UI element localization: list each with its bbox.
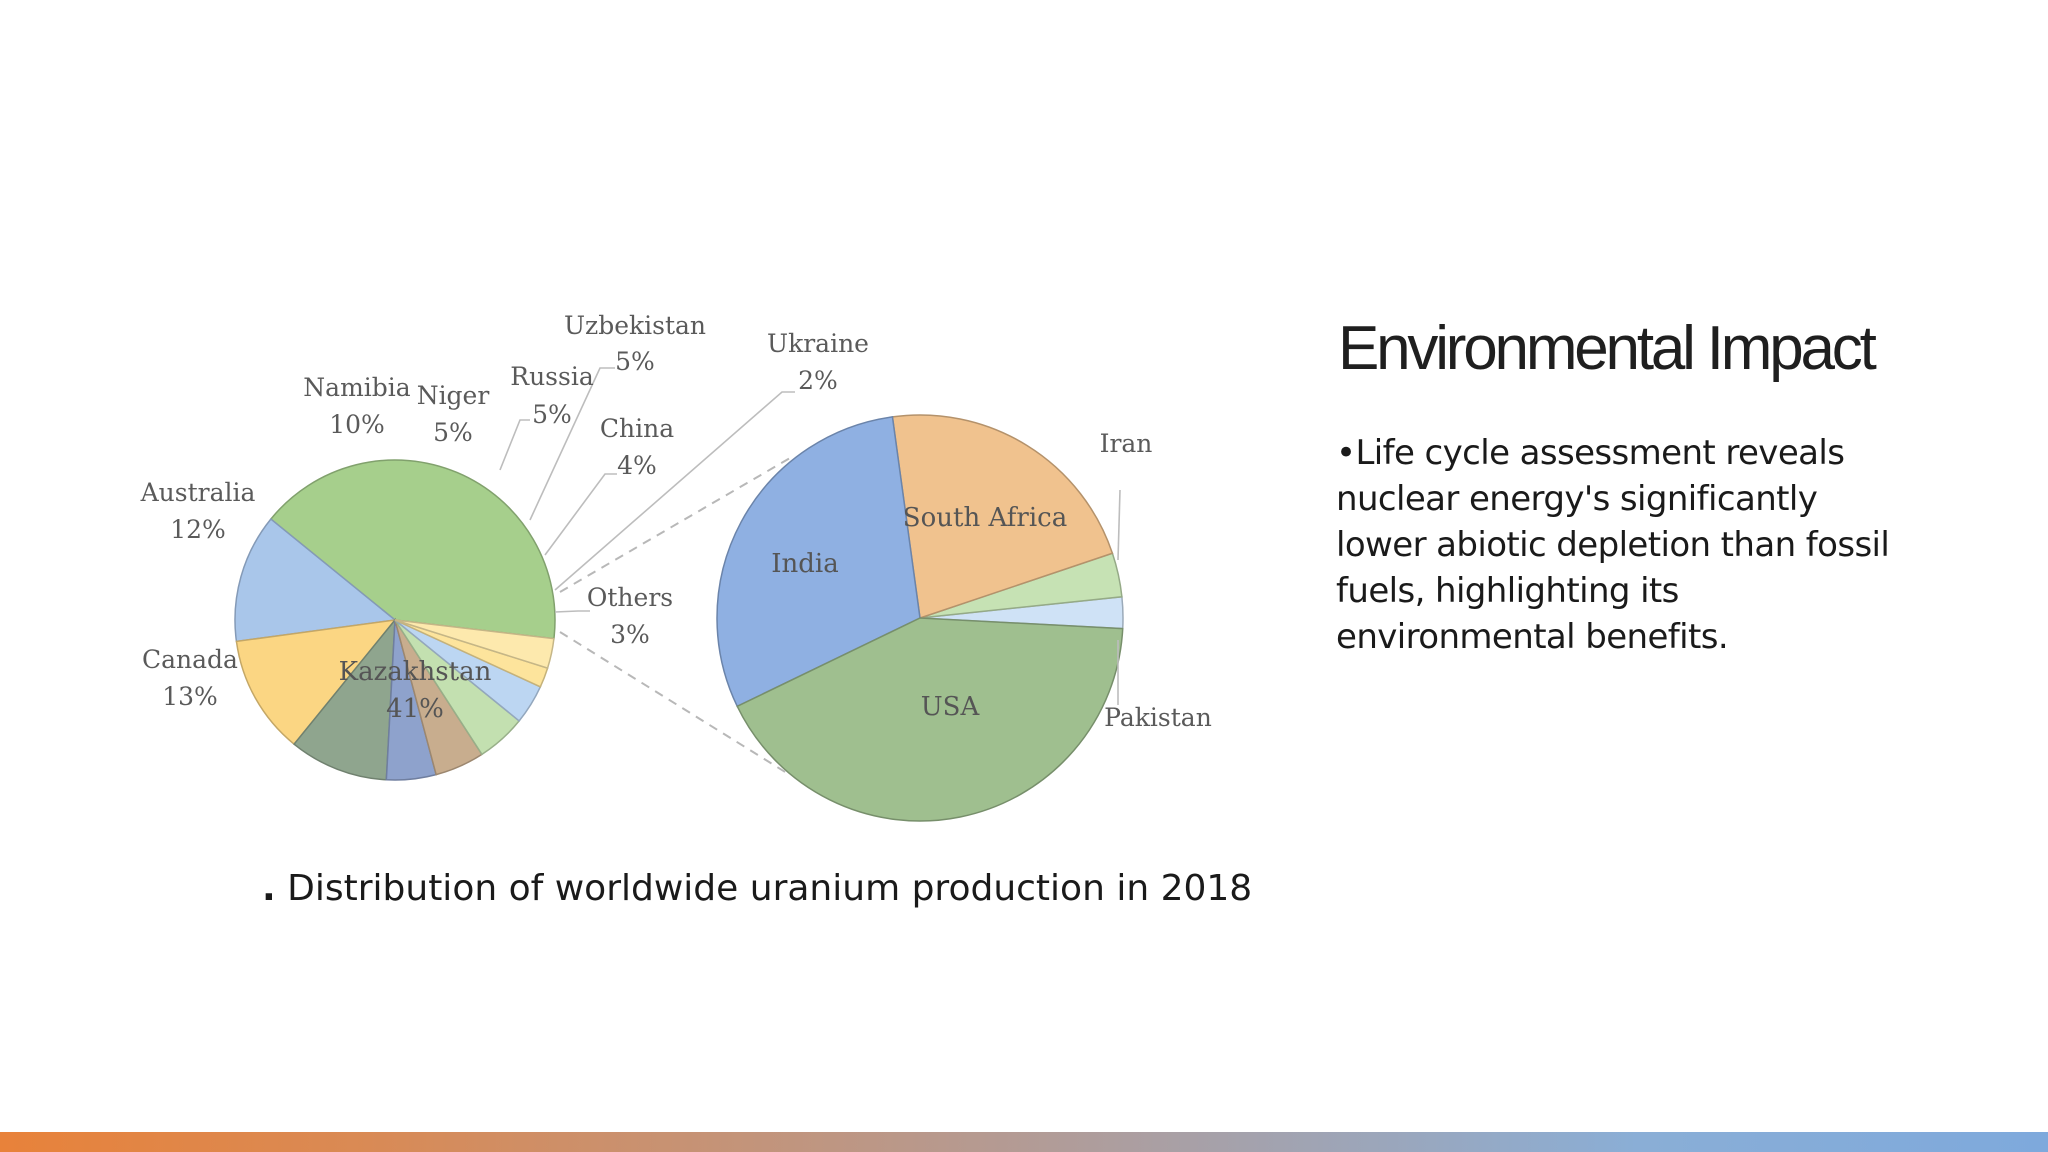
pie2-slice-usa [736,617,1124,822]
pie1-value-china: 4% [617,451,657,480]
pie1-value-australia: 12% [170,515,226,544]
pie-connector-lines [559,457,791,776]
world-production-pie [234,459,556,781]
connector-line-2 [559,631,791,776]
pie1-label-australia: Australia [140,478,256,507]
pie1-labels: Kazakhstan 41% Canada 13% Australia 12% Namibi… [140,311,869,724]
pie1-label-others: Others [587,583,673,612]
pie1-label-ukraine: Ukraine [767,329,869,358]
pie2-slice-india [716,416,921,708]
pie2-slice-south-africa [891,414,1114,619]
slide-title: Environmental Impact [1338,314,1877,383]
pie2-labels: USA India South Africa Iran Pakistan [771,429,1212,732]
pie2-label-iran: Iran [1100,429,1153,458]
pie1-label-canada: Canada [142,645,238,674]
slide-body-text: •Life cycle assessment reveals nuclear e… [1336,433,1890,657]
pie1-slice-others [394,619,555,670]
pie1-label-china: China [600,414,674,443]
pie1-slice-canada [234,518,397,643]
pie1-label-niger: Niger [417,381,490,410]
others-breakdown-pie [716,414,1124,822]
pie2-label-south-africa: South Africa [903,503,1067,533]
pie1-label-russia: Russia [510,362,594,391]
caption-text: Distribution of worldwide uranium produc… [275,868,1253,909]
pie2-leader-iran [1117,489,1121,561]
pie1-label-kazakhstan: Kazakhstan [339,657,492,687]
pie1-value-uzbekistan: 5% [615,347,655,376]
pie1-leader-lines [499,367,795,613]
pie2-label-usa: USA [921,692,981,722]
pie1-value-niger: 5% [433,418,473,447]
pie1-value-russia: 5% [532,400,572,429]
pie1-value-kazakhstan: 41% [386,694,444,724]
pie1-value-namibia: 10% [329,410,385,439]
pie1-leader-ukraine [554,391,795,591]
pie1-leader-russia [499,419,530,471]
pie1-slice-australia [235,619,397,746]
pie1-label-uzbekistan: Uzbekistan [564,311,706,340]
caption-dot: . [262,868,276,909]
pie1-label-namibia: Namibia [303,373,410,402]
pie1-value-canada: 13% [162,682,218,711]
pie1-leader-uzbekistan [529,367,615,521]
pie2-label-pakistan: Pakistan [1104,703,1212,732]
pie1-slice-kazakhstan [269,459,556,640]
pie1-value-ukraine: 2% [798,366,838,395]
pie1-leader-china [544,473,617,556]
pie2-label-india: India [771,549,838,579]
bottom-accent-bar [0,1132,2048,1152]
connector-line-1 [559,457,791,593]
pie1-slice-namibia [293,617,396,781]
figure-caption: . Distribution of worldwide uranium prod… [262,868,1252,909]
pie1-value-others: 3% [610,620,650,649]
pie1-leader-others [554,610,590,613]
